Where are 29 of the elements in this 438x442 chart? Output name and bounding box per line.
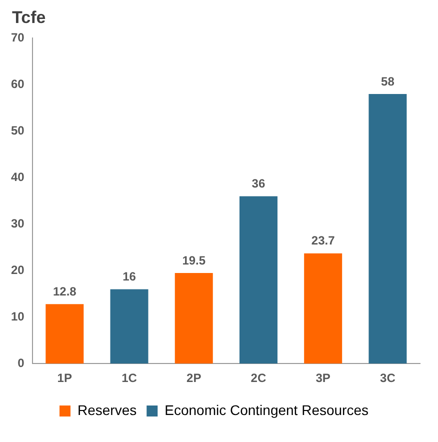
x-tick-label: 3P bbox=[316, 371, 330, 386]
data-label: 23.7 bbox=[311, 234, 336, 248]
x-tick-label: 2C bbox=[250, 371, 266, 386]
bar bbox=[239, 196, 278, 364]
y-tick-label: 50 bbox=[10, 123, 25, 138]
legend-label: Economic Contingent Resources bbox=[164, 402, 369, 418]
y-tick-label: 30 bbox=[10, 216, 25, 230]
data-label: 12.8 bbox=[52, 284, 77, 298]
data-label: 58 bbox=[381, 74, 395, 88]
data-label: 19.5 bbox=[182, 253, 206, 268]
bar bbox=[368, 94, 407, 364]
y-axis-title: Tcfe bbox=[12, 8, 47, 28]
x-tick-label: 1C bbox=[122, 371, 138, 386]
bar bbox=[46, 304, 84, 364]
y-tick-label: 0 bbox=[18, 356, 25, 370]
y-tick-label: 40 bbox=[10, 170, 25, 184]
data-label: 16 bbox=[122, 270, 136, 284]
y-tick-label: 10 bbox=[10, 309, 25, 324]
data-label: 36 bbox=[252, 176, 266, 191]
y-tick-label: 60 bbox=[10, 77, 25, 91]
bar bbox=[110, 289, 148, 364]
legend-label: Reserves bbox=[77, 402, 137, 418]
y-tick-label: 20 bbox=[10, 262, 25, 277]
bar bbox=[304, 253, 342, 364]
y-tick-label: 70 bbox=[10, 30, 25, 45]
bar bbox=[174, 272, 213, 364]
x-tick-label: 2P bbox=[186, 371, 202, 386]
x-tick-label: 3C bbox=[380, 371, 396, 386]
x-tick-label: 1P bbox=[57, 371, 72, 386]
